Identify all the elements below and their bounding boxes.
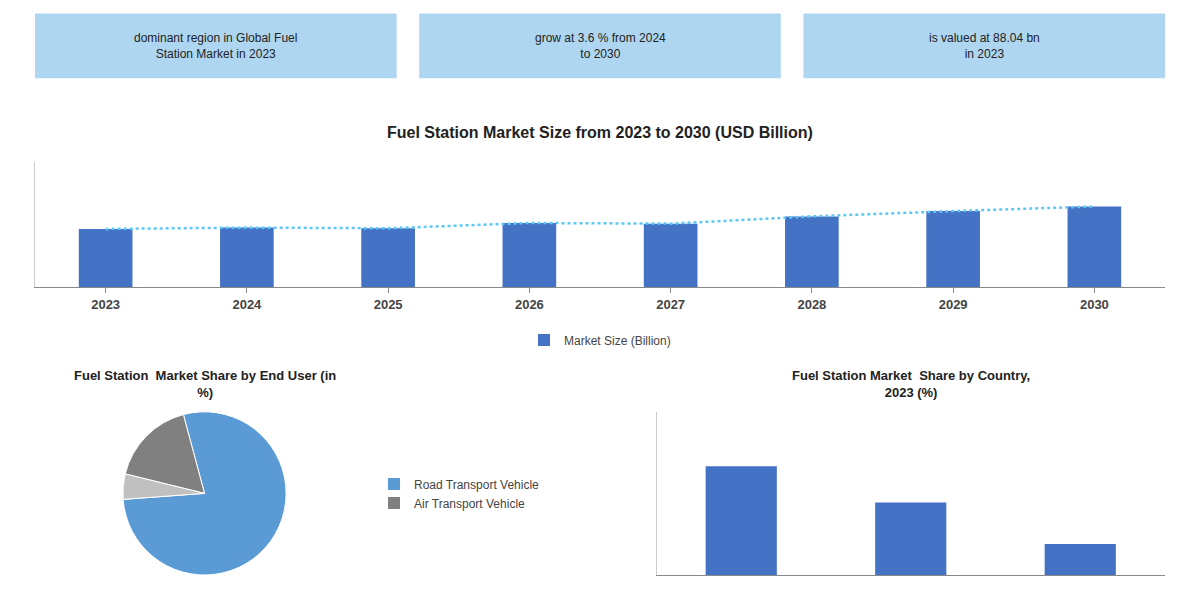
svg-text:Fuel Station Market Share by: Fuel Station Market Share by Country,202… — [792, 368, 1030, 400]
svg-text:Fuel Station Market Size from: Fuel Station Market Size from 2023 to 20… — [387, 124, 813, 141]
svg-text:2023: 2023 — [91, 297, 120, 312]
svg-text:2024: 2024 — [232, 297, 262, 312]
svg-text:Market Size (Billion): Market Size (Billion) — [564, 334, 671, 348]
svg-text:2025: 2025 — [374, 297, 403, 312]
svg-text:Air Transport Vehicle: Air Transport Vehicle — [414, 497, 525, 511]
svg-text:Road Transport Vehicle: Road Transport Vehicle — [414, 478, 539, 492]
svg-text:Fuel Station Market Share by: Fuel Station Market Share by End User (i… — [74, 368, 336, 400]
svg-text:2028: 2028 — [797, 297, 826, 312]
svg-text:is valued at 88.04 bnin 2023: is valued at 88.04 bnin 2023 — [929, 31, 1040, 61]
svg-text:dominant region in Global Fuel: dominant region in Global FuelStation Ma… — [134, 31, 297, 61]
svg-text:2027: 2027 — [656, 297, 685, 312]
svg-text:2030: 2030 — [1080, 297, 1109, 312]
svg-text:grow at 3.6 % from 2024to 2030: grow at 3.6 % from 2024to 2030 — [535, 31, 666, 61]
svg-text:2029: 2029 — [939, 297, 968, 312]
svg-text:2026: 2026 — [515, 297, 544, 312]
